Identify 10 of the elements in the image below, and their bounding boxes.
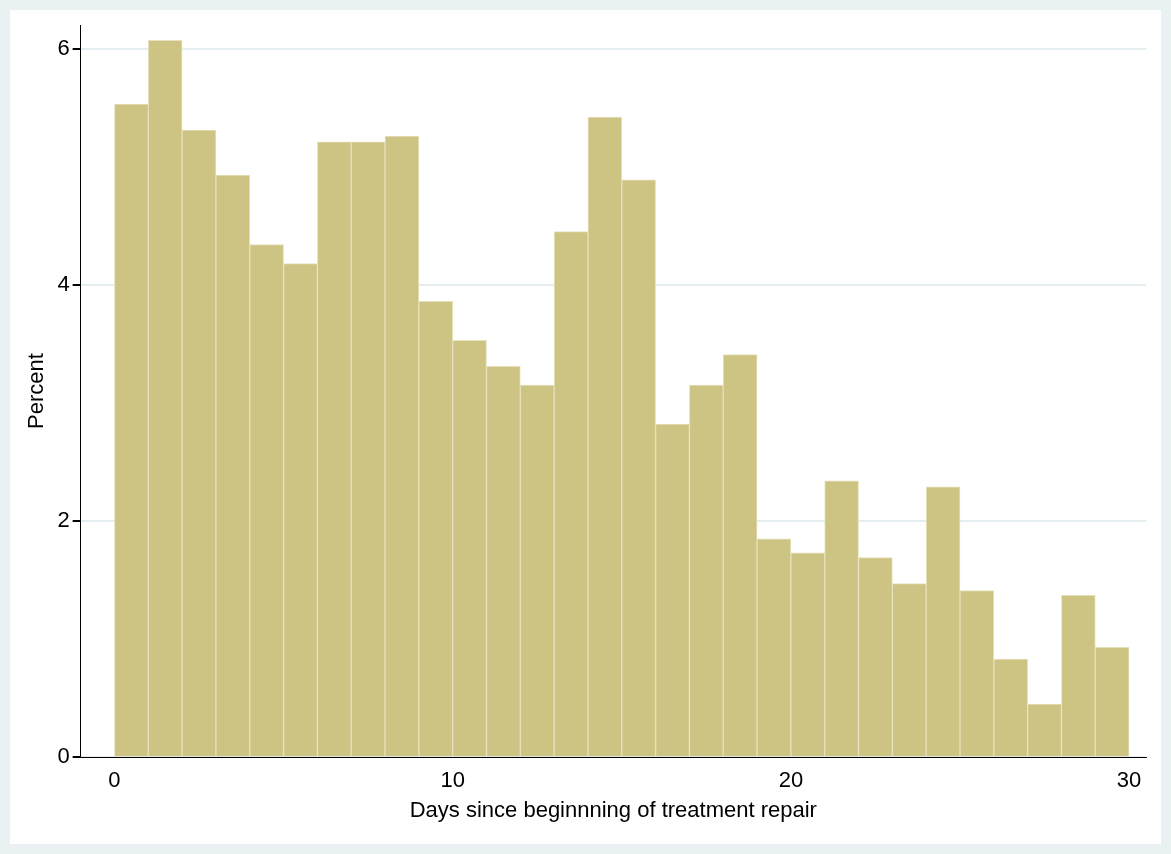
x-tick-label: 20 bbox=[778, 767, 804, 793]
x-axis-title: Days since beginnning of treatment repair bbox=[409, 796, 817, 822]
y-tick-label: 6 bbox=[57, 34, 70, 60]
y-axis-title: Percent bbox=[23, 353, 49, 430]
x-tick-label: 30 bbox=[1116, 767, 1142, 793]
y-tick-label: 0 bbox=[57, 743, 70, 769]
x-tick-label: 10 bbox=[440, 767, 465, 793]
y-tick-label: 4 bbox=[57, 270, 70, 296]
y-tick-label: 2 bbox=[57, 507, 70, 533]
x-tick-label: 0 bbox=[108, 767, 121, 793]
